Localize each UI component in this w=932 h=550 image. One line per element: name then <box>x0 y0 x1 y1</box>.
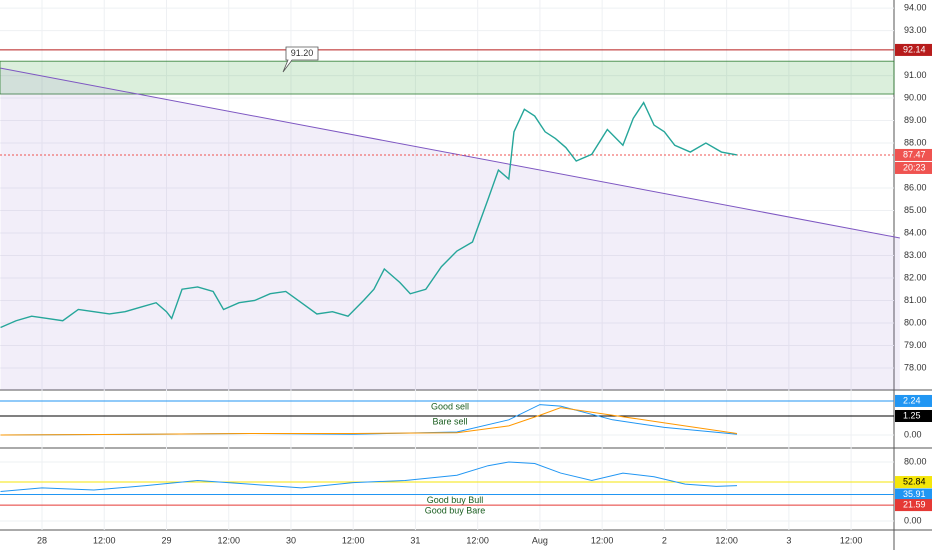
level-label: 35.91 <box>903 489 926 499</box>
callout-label: 91.20 <box>291 48 314 58</box>
callout-box <box>282 46 319 73</box>
x-tick-label: 12:00 <box>342 535 365 545</box>
level-annotation: Bare sell <box>432 416 467 426</box>
x-tick-label: 3 <box>786 535 791 545</box>
x-tick-label: 28 <box>37 535 47 545</box>
y-tick-label: 80.00 <box>904 317 927 327</box>
y-tick-label: 86.00 <box>904 182 927 192</box>
y-tick-label: 90.00 <box>904 92 927 102</box>
y-tick-label: 80.00 <box>904 456 927 466</box>
series-line <box>0 461 738 493</box>
x-tick-label: 12:00 <box>840 535 863 545</box>
y-tick-label: 89.00 <box>904 115 927 125</box>
level-label: 92.14 <box>903 44 926 54</box>
x-tick-label: 12:00 <box>591 535 614 545</box>
y-tick-label: 78.00 <box>904 362 927 372</box>
level-label: 52.84 <box>903 476 926 486</box>
x-tick-label: 12:00 <box>93 535 116 545</box>
level-badge <box>895 148 932 161</box>
y-tick-label: 0.00 <box>904 515 922 525</box>
level-label: 2.24 <box>903 395 921 405</box>
level-badge <box>895 43 932 56</box>
x-tick-label: Aug <box>532 535 548 545</box>
level-badge <box>895 476 932 489</box>
series-line <box>0 407 738 436</box>
trendline <box>0 67 900 239</box>
triangle-area <box>0 68 900 390</box>
y-tick-label: 88.00 <box>904 137 927 147</box>
level-badge <box>895 488 932 501</box>
y-tick-label: 82.00 <box>904 272 927 282</box>
y-tick-label: 94.00 <box>904 2 927 12</box>
level-annotation: Good sell <box>431 401 469 411</box>
level-label: 21.59 <box>903 499 926 509</box>
level-label: 87.47 <box>903 149 926 159</box>
y-tick-label: 91.00 <box>904 70 927 80</box>
x-tick-label: 2 <box>662 535 667 545</box>
level-badge <box>895 394 932 407</box>
y-tick-label: 93.00 <box>904 25 927 35</box>
y-tick-label: 83.00 <box>904 250 927 260</box>
x-tick-label: 31 <box>410 535 420 545</box>
x-tick-label: 12:00 <box>217 535 240 545</box>
y-tick-label: 85.00 <box>904 205 927 215</box>
countdown: 20:23 <box>903 162 926 172</box>
level-badge <box>895 410 932 423</box>
x-tick-label: 29 <box>161 535 171 545</box>
y-tick-label: 0.00 <box>904 429 922 439</box>
zone <box>0 60 895 95</box>
level-annotation: Good buy Bare <box>425 505 486 515</box>
y-tick-label: 79.00 <box>904 340 927 350</box>
y-tick-label: 84.00 <box>904 227 927 237</box>
x-tick-label: 12:00 <box>715 535 738 545</box>
y-tick-label: 81.00 <box>904 295 927 305</box>
x-tick-label: 12:00 <box>466 535 489 545</box>
level-label: 1.25 <box>903 410 921 420</box>
x-tick-label: 30 <box>286 535 296 545</box>
level-annotation: Good buy Bull <box>427 495 484 505</box>
countdown-badge <box>895 161 932 174</box>
level-badge <box>895 499 932 512</box>
series-line <box>0 101 738 329</box>
